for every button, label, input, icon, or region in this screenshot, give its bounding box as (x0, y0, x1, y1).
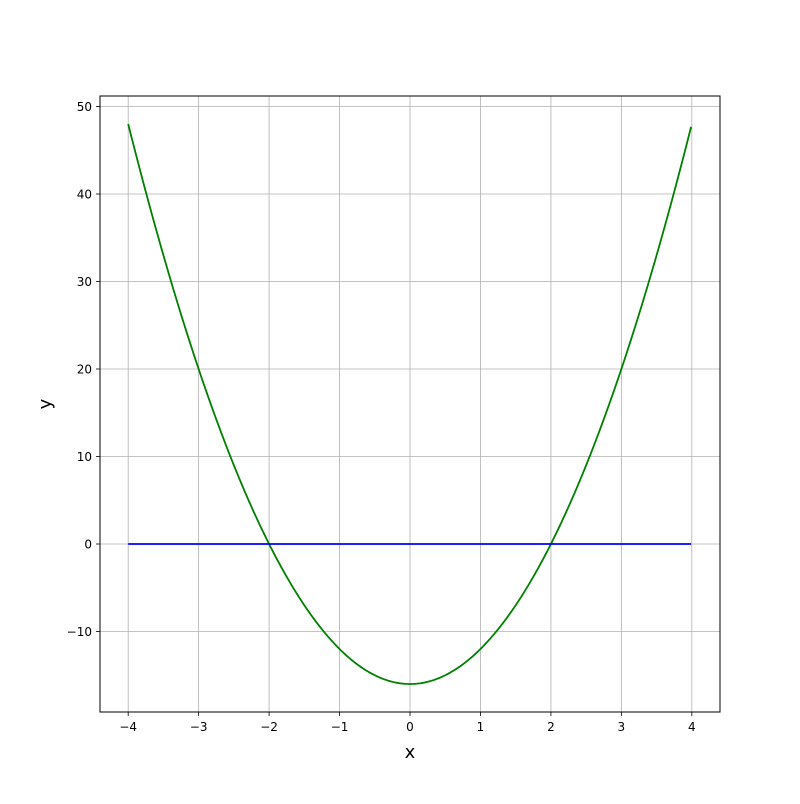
x-tick-label: 2 (547, 720, 555, 734)
x-tick-label: 1 (477, 720, 485, 734)
y-tick-label: 20 (77, 363, 92, 377)
x-tick-label: 0 (406, 720, 414, 734)
x-tick-label: −3 (190, 720, 208, 734)
grid (100, 96, 720, 712)
y-tick-label: 10 (77, 450, 92, 464)
y-tick-label: −10 (67, 625, 92, 639)
y-axis-label: y (35, 398, 56, 409)
x-axis-label: x (405, 742, 416, 763)
y-tick-label: 0 (84, 538, 92, 552)
x-tick-label: 3 (618, 720, 626, 734)
y-tick-label: 30 (77, 275, 92, 289)
x-tick-label: −1 (331, 720, 349, 734)
series-line-0 (127, 123, 692, 685)
x-tick-label: −2 (260, 720, 278, 734)
x-tick-label: 4 (688, 720, 696, 734)
x-tick-label: −4 (119, 720, 137, 734)
series-group (127, 123, 692, 685)
y-tick-label: 40 (77, 188, 92, 202)
y-tick-label: 50 (77, 100, 92, 114)
